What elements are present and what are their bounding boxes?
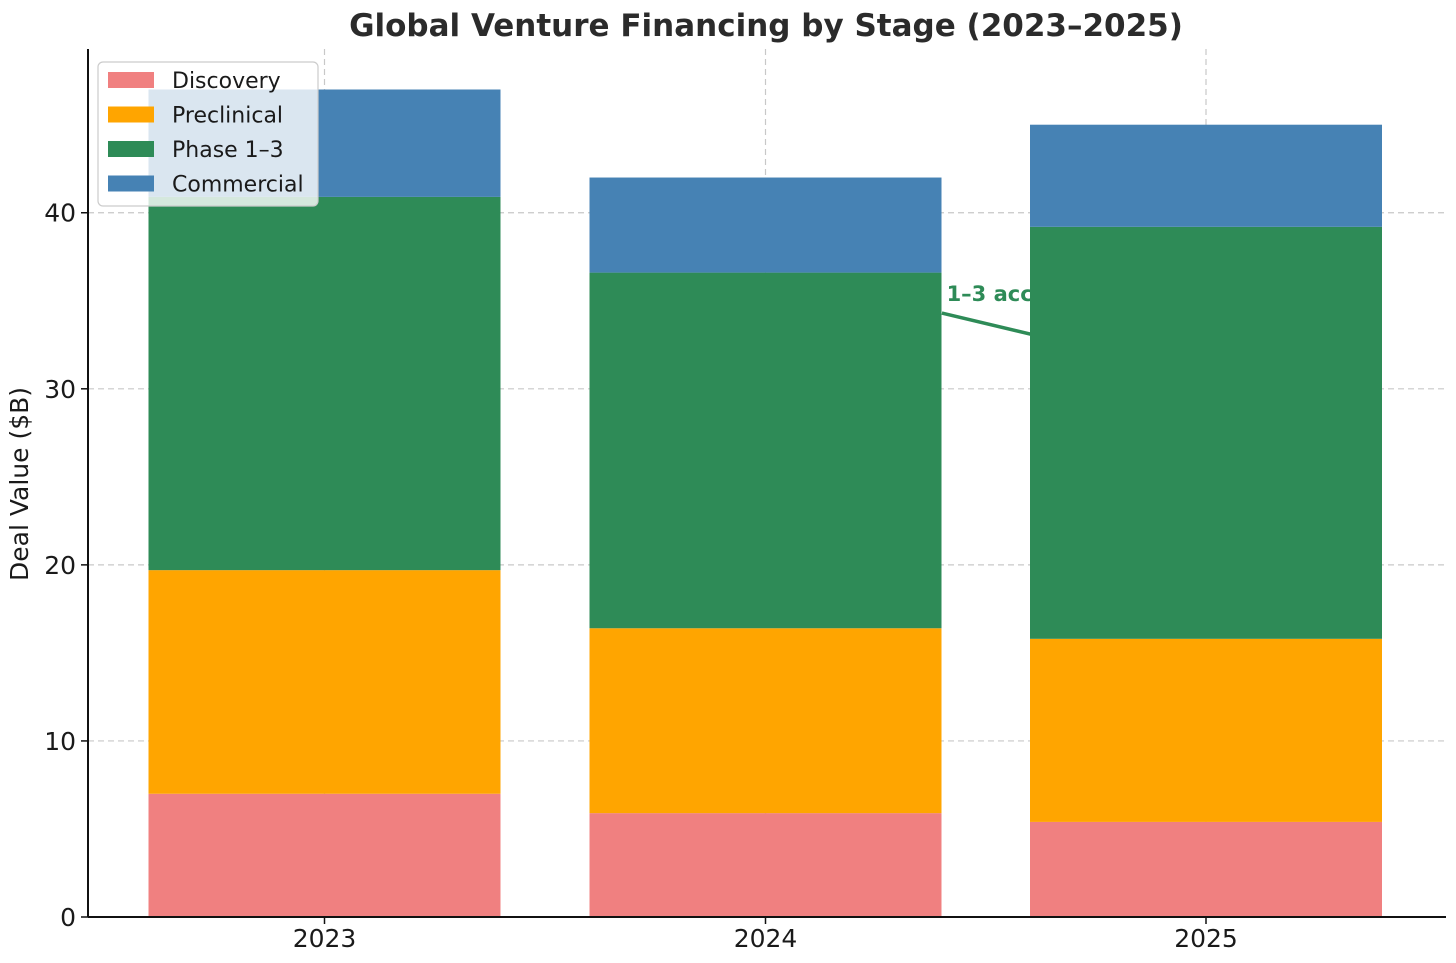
bar-2024-1 <box>589 628 942 814</box>
legend-swatch-3 <box>108 175 154 192</box>
bars <box>148 89 1382 917</box>
y-axis-label: Deal Value ($B) <box>5 387 34 581</box>
tick-labels: 0 10 20 30 40 2023 2024 2025 <box>44 199 1238 953</box>
y-tick-label-1: 10 <box>44 727 76 756</box>
legend-label-2: Phase 1–3 <box>172 138 284 163</box>
y-tick-label-2: 20 <box>44 551 76 580</box>
chart-title: Global Venture Financing by Stage (2023–… <box>349 8 1183 44</box>
bar-2025-0 <box>1030 821 1382 917</box>
x-tick-label-1: 2024 <box>734 924 798 953</box>
legend-swatch-0 <box>108 72 154 88</box>
axes <box>87 49 1446 918</box>
legend-swatch-1 <box>108 106 154 123</box>
bar-2025-1 <box>1030 638 1382 822</box>
x-tick-label-0: 2023 <box>293 924 357 953</box>
bar-2023-2 <box>148 196 501 571</box>
y-tick-label-4: 40 <box>44 199 76 228</box>
bar-2024-0 <box>589 813 942 917</box>
bar-2025-3 <box>1030 124 1382 227</box>
legend-swatch-2 <box>108 141 154 157</box>
bar-2025-2 <box>1030 226 1382 639</box>
y-tick-label-3: 30 <box>44 375 76 404</box>
bar-2023-0 <box>148 793 501 917</box>
legend-label-0: Discovery <box>172 69 281 94</box>
legend-label-3: Commercial <box>172 173 304 198</box>
y-tick-label-0: 0 <box>60 903 76 932</box>
legend: Discovery Preclinical Phase 1–3 Commercial <box>97 61 319 207</box>
bar-2024-2 <box>589 272 942 629</box>
legend-box <box>97 61 319 207</box>
bar-2023-1 <box>148 570 501 794</box>
x-tick-label-2: 2025 <box>1174 924 1238 953</box>
bar-2024-3 <box>589 177 942 273</box>
legend-label-1: Preclinical <box>172 104 283 129</box>
